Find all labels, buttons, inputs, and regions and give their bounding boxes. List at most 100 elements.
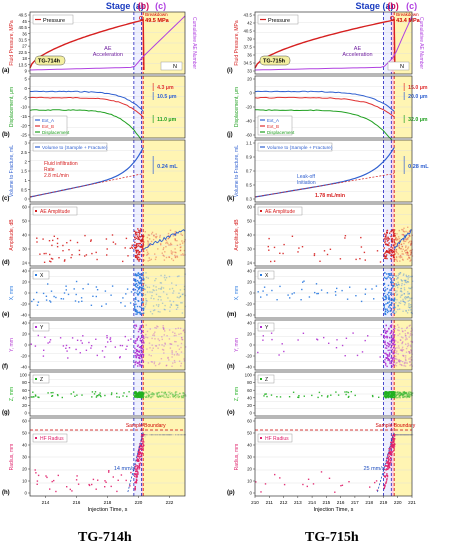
scatter-point	[406, 434, 408, 436]
scatter-point	[410, 251, 413, 254]
y-tick-label: 10	[247, 479, 252, 484]
scatter-point	[58, 257, 60, 259]
scatter-point	[156, 325, 158, 327]
scatter-point	[135, 313, 137, 315]
scatter-point	[393, 445, 396, 447]
scatter-point	[260, 296, 262, 298]
scatter-point	[45, 299, 48, 301]
scatter-point	[52, 391, 54, 394]
scatter-point	[136, 245, 138, 248]
scatter-point	[95, 286, 98, 288]
scatter-point	[409, 395, 411, 397]
scatter-point	[384, 485, 386, 487]
scatter-point	[388, 392, 391, 394]
scatter-point	[167, 396, 169, 398]
scatter-point	[138, 251, 140, 254]
scatter-point	[388, 310, 390, 313]
scatter-point	[56, 246, 59, 248]
scatter-point	[155, 327, 158, 329]
scatter-point	[120, 302, 122, 304]
scatter-point	[138, 357, 140, 359]
scatter-point	[161, 395, 164, 397]
y-tick-label: 100	[245, 373, 253, 378]
scatter-point	[386, 277, 388, 279]
scatter-point	[396, 434, 399, 436]
scatter-point	[388, 298, 390, 300]
scatter-point	[398, 326, 400, 328]
scatter-point	[403, 279, 405, 282]
y-tick-label: 60	[247, 388, 252, 393]
scatter-point	[120, 474, 123, 476]
scatter-point	[403, 434, 405, 436]
scatter-point	[148, 354, 150, 356]
scatter-point	[153, 334, 156, 337]
scatter-point	[156, 395, 159, 397]
scatter-point	[138, 360, 141, 363]
scatter-point	[394, 349, 396, 351]
scatter-point	[399, 394, 401, 396]
scatter-point	[155, 237, 157, 239]
x-tick-label: 217	[351, 500, 359, 505]
scatter-point	[139, 274, 141, 276]
amplitude-trend-line	[143, 229, 186, 250]
scatter-point	[107, 341, 109, 343]
scatter-point	[69, 239, 72, 242]
scatter-point	[405, 392, 407, 394]
scatter-point	[385, 296, 387, 298]
scatter-point	[135, 459, 138, 462]
scatter-point	[410, 434, 412, 436]
scatter-point	[393, 312, 396, 314]
scatter-point	[171, 394, 174, 396]
scatter-point	[140, 228, 142, 230]
y-tick-label: 100	[20, 373, 28, 378]
scatter-point	[131, 244, 133, 246]
scatter-point	[407, 332, 409, 335]
scatter-point	[150, 240, 153, 243]
scatter-point	[153, 361, 156, 363]
scatter-point	[141, 364, 144, 367]
legend-label: HF Radius	[40, 436, 64, 442]
scatter-point	[401, 364, 403, 367]
scatter-point	[160, 274, 162, 277]
scatter-point	[159, 434, 162, 436]
scatter-point	[403, 434, 406, 436]
scatter-point	[398, 273, 400, 275]
y-axis-label: X, mm	[9, 286, 15, 300]
scatter-point	[144, 434, 147, 436]
scatter-point	[404, 298, 407, 300]
scatter-point	[155, 233, 157, 235]
scatter-point	[399, 302, 402, 304]
scatter-point	[155, 293, 158, 296]
scatter-point	[407, 344, 410, 346]
scatter-point	[166, 335, 168, 337]
scatter-point	[400, 434, 402, 436]
scatter-point	[70, 393, 72, 395]
scatter-point	[73, 288, 75, 290]
y-tick-label: 43.5	[243, 13, 252, 18]
scatter-point	[400, 290, 402, 292]
scatter-point	[403, 283, 406, 286]
legend-label: HF Radius	[265, 436, 289, 442]
scatter-point	[403, 393, 405, 395]
scatter-point	[142, 347, 144, 350]
scatter-point	[183, 392, 185, 394]
scatter-point	[104, 290, 107, 292]
scatter-point	[410, 242, 412, 244]
scatter-point	[401, 284, 403, 287]
scatter-point	[30, 396, 33, 398]
scatter-point	[405, 246, 407, 249]
scatter-point	[158, 391, 160, 394]
scatter-point	[270, 394, 273, 396]
legend-box	[32, 14, 74, 25]
scatter-point	[146, 254, 148, 256]
scatter-point	[152, 334, 154, 336]
scatter-point	[146, 336, 149, 339]
scatter-point	[392, 285, 394, 288]
scatter-point	[75, 293, 77, 296]
scatter-point	[400, 287, 402, 290]
breakdown-value: 49.5 MPa	[145, 18, 169, 24]
scatter-point	[410, 305, 412, 308]
scatter-point	[141, 287, 144, 290]
scatter-point	[401, 394, 403, 396]
scatter-point	[405, 434, 407, 436]
